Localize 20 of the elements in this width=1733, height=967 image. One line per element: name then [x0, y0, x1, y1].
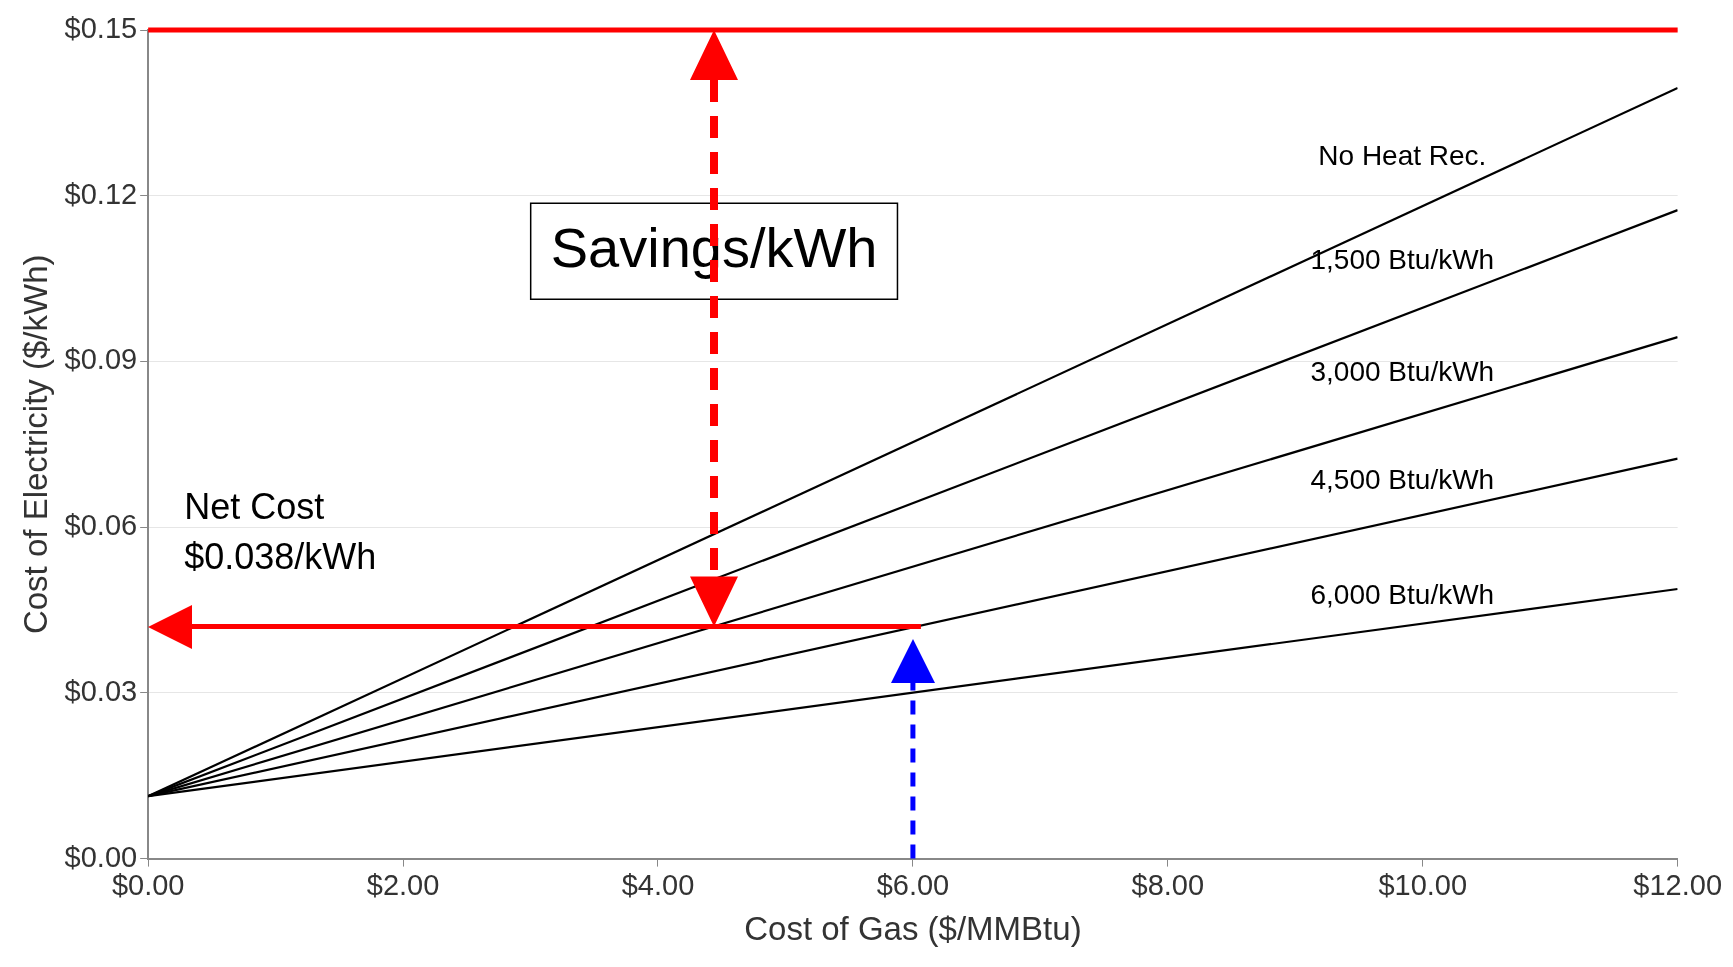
x-tick-label: $8.00: [1131, 869, 1205, 901]
x-axis-title: Cost of Gas ($/MMBtu): [744, 910, 1082, 948]
x-tick-label: $6.00: [876, 869, 950, 901]
y-axis-title: Cost of Electricity ($/kWh): [16, 254, 54, 635]
series-label: 1,500 Btu/kWh: [1310, 243, 1495, 275]
series-label: 6,000 Btu/kWh: [1310, 578, 1495, 610]
x-tick-label: $12.00: [1633, 869, 1722, 901]
series-label: No Heat Rec.: [1318, 139, 1487, 171]
y-tick-label: $0.12: [64, 177, 138, 210]
x-tick-label: $10.00: [1378, 869, 1468, 901]
series-label: 4,500 Btu/kWh: [1310, 463, 1495, 495]
annotation: Net Cost $0.038/kWh: [184, 485, 377, 577]
annotation: Savings/kWh: [550, 215, 878, 279]
x-tick-label: $2.00: [366, 869, 440, 901]
y-tick-label: $0.03: [64, 674, 138, 707]
series-label: 3,000 Btu/kWh: [1310, 356, 1495, 388]
y-tick-label: $0.09: [64, 343, 138, 376]
x-tick-label: $4.00: [621, 869, 695, 901]
y-tick-label: $0.15: [64, 12, 138, 44]
y-tick-label: $0.06: [64, 509, 138, 542]
